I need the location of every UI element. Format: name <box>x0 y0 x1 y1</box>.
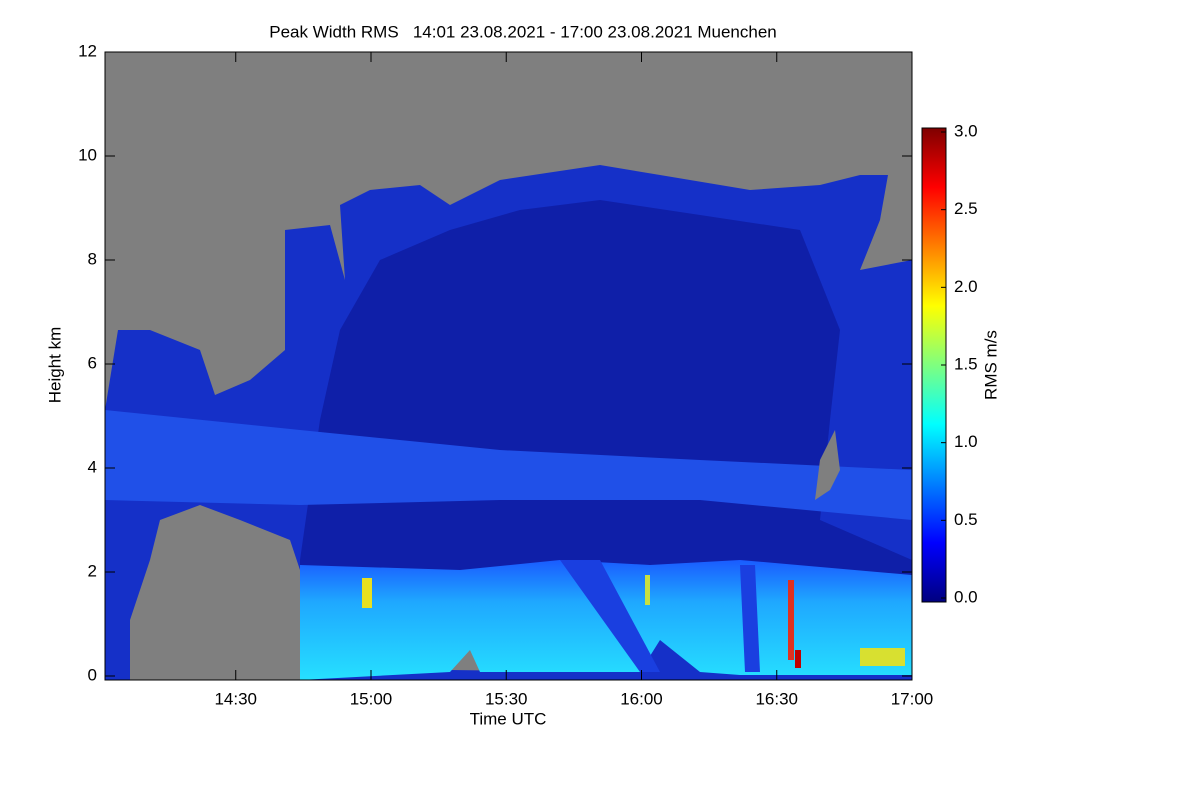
x-tick-label: 14:30 <box>214 689 257 708</box>
precipitation-streak <box>740 565 760 672</box>
plot-frame <box>104 51 913 681</box>
y-axis-label: Height km <box>45 327 64 404</box>
colorbar-tick-label: 0.5 <box>954 510 978 529</box>
x-tick-label: 15:30 <box>485 689 528 708</box>
layer-band <box>105 410 912 520</box>
no-data-gap <box>130 505 300 680</box>
precipitation-streak <box>560 560 660 672</box>
y-tick-label: 6 <box>88 353 97 372</box>
colorbar-tick-label: 1.5 <box>954 354 978 373</box>
colorbar-tick-label: 3.0 <box>954 121 978 140</box>
hot-spot <box>860 648 905 666</box>
x-tick-label: 15:00 <box>350 689 393 708</box>
y-tick-label: 10 <box>78 145 97 164</box>
colorbar-tick-label: 2.0 <box>954 277 978 296</box>
x-tick-label: 16:00 <box>620 689 663 708</box>
colorbar-tick-label: 0.0 <box>954 587 978 606</box>
y-tick-label: 12 <box>78 41 97 60</box>
no-data-gap <box>815 430 840 500</box>
y-tick-label: 0 <box>88 665 97 684</box>
colorbar-tick-label: 1.0 <box>954 432 978 451</box>
hot-spot <box>788 580 794 660</box>
y-tick-label: 4 <box>88 457 97 476</box>
y-tick-label: 2 <box>88 561 97 580</box>
y-tick-label: 8 <box>88 249 97 268</box>
colorbar-label: RMS m/s <box>981 330 1000 400</box>
hot-spot <box>645 575 650 605</box>
colorbar-tick-label: 2.5 <box>954 199 978 218</box>
x-tick-label: 17:00 <box>891 689 934 708</box>
hot-spot <box>362 578 372 608</box>
x-tick-label: 16:30 <box>755 689 798 708</box>
chart-title: Peak Width RMS 14:01 23.08.2021 - 17:00 … <box>269 22 777 41</box>
hot-spot <box>795 650 801 668</box>
x-axis-label: Time UTC <box>470 709 547 728</box>
heatmap-field <box>105 52 912 680</box>
